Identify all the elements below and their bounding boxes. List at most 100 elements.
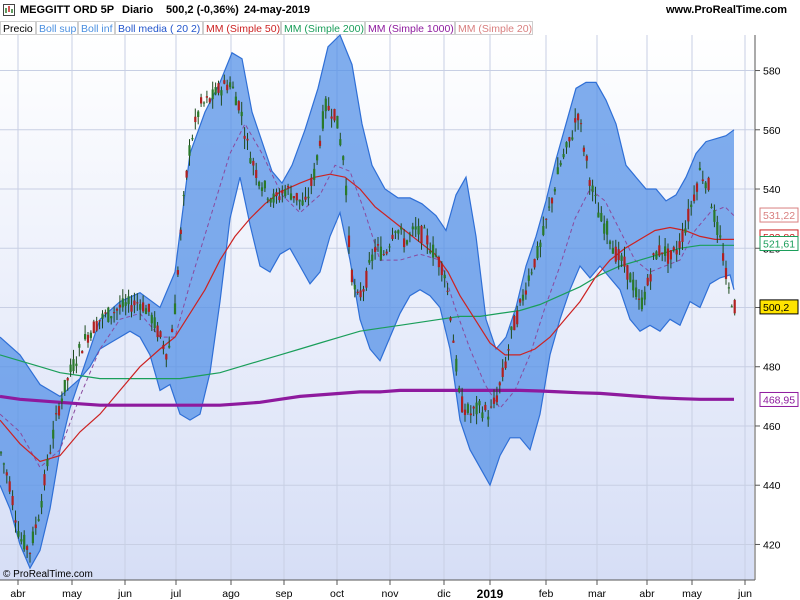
candle-body	[646, 277, 649, 286]
candle-body	[313, 168, 316, 180]
candle-body	[385, 251, 388, 254]
legend-sma50[interactable]: MM (Simple 50)	[203, 21, 281, 35]
candle-body	[553, 189, 556, 192]
candle-body	[182, 194, 185, 197]
value-tag-box	[759, 207, 799, 223]
candle-body	[26, 546, 29, 550]
legend-sma1000[interactable]: MM (Simple 1000)	[365, 21, 455, 35]
candle-body	[452, 340, 455, 343]
candle-body	[440, 263, 443, 276]
candle-body	[504, 361, 507, 369]
candle-body	[713, 209, 716, 222]
candle-body	[617, 249, 620, 261]
instrument-name: MEGGITT ORD 5P	[20, 4, 115, 16]
candle-body	[84, 334, 87, 340]
candle-body	[336, 115, 339, 129]
candle-body	[432, 244, 435, 258]
candle-body	[414, 226, 417, 230]
candle-body	[130, 305, 133, 312]
candle-body	[11, 496, 14, 506]
candle-body	[368, 259, 371, 263]
x-tick-label: ago	[222, 588, 240, 600]
candle-body	[133, 300, 136, 306]
site-name: www.ProRealTime.com	[666, 4, 788, 16]
value-tag-box	[759, 391, 799, 407]
candle-body	[278, 196, 281, 201]
candle-body	[165, 354, 168, 360]
watermark: © ProRealTime.com	[3, 569, 93, 580]
candle-body	[533, 258, 536, 268]
candle-body	[101, 313, 104, 319]
candle-body	[391, 234, 394, 239]
legend-boll-inf[interactable]: Boll inf	[78, 21, 115, 35]
candle-body	[260, 187, 264, 191]
value-tag-box	[759, 299, 799, 315]
candle-body	[136, 302, 139, 304]
candle-body	[115, 308, 119, 311]
x-tick-label: nov	[382, 588, 400, 600]
candle-body	[237, 101, 240, 111]
candle-body	[403, 238, 406, 248]
candle-body	[524, 290, 527, 295]
candle-body	[608, 241, 612, 245]
candle-body	[478, 400, 481, 406]
candle-body	[388, 246, 391, 248]
candle-body	[28, 553, 32, 555]
candle-body	[458, 387, 461, 392]
value-tag-label: 521,61	[763, 238, 795, 250]
candle-body	[318, 140, 322, 146]
candle-body	[159, 331, 162, 338]
candle-body	[588, 180, 591, 186]
legend-boll-media[interactable]: Boll media ( 20 2)	[115, 21, 203, 35]
candle-body	[37, 519, 40, 521]
candle-body	[63, 379, 66, 393]
sma50-line	[0, 173, 734, 463]
candle-body	[57, 406, 61, 416]
candle-body	[295, 193, 298, 201]
candle-body	[400, 227, 403, 230]
candle-body	[78, 344, 81, 348]
candle-body	[469, 413, 472, 416]
candle-body	[640, 297, 643, 310]
legend-sma200[interactable]: MM (Simple 200)	[281, 21, 365, 35]
legend-boll-sup[interactable]: Boll sup	[36, 21, 78, 35]
sma200-line	[0, 244, 734, 380]
candle-body	[49, 452, 52, 454]
candle-body	[240, 111, 243, 117]
candle-body	[550, 198, 554, 204]
candle-body	[597, 212, 600, 218]
candle-body	[226, 84, 229, 91]
candle-body	[330, 116, 333, 119]
candle-body	[591, 185, 594, 192]
candle-body	[359, 290, 362, 298]
candle-body	[693, 194, 696, 202]
candle-body	[582, 147, 585, 152]
candle-body	[519, 299, 522, 303]
candle-body	[292, 196, 295, 199]
candle-body	[652, 253, 655, 256]
x-tick-label: abr	[10, 588, 26, 600]
candle-body	[678, 241, 681, 249]
legend-sma20[interactable]: MM (Simple 20)	[455, 21, 533, 35]
candle-body	[565, 142, 568, 148]
candle-body	[86, 334, 90, 343]
candle-body	[23, 534, 26, 550]
y-tick-label: 500	[763, 303, 781, 315]
candle-body	[658, 245, 661, 256]
candle-body	[437, 256, 440, 268]
legend-price[interactable]: Precio	[0, 21, 36, 35]
candle-body	[724, 267, 728, 279]
candle-body	[310, 177, 313, 186]
candle-body	[513, 315, 516, 331]
candle-body	[185, 170, 188, 178]
y-tick-label: 560	[763, 125, 781, 137]
candle-body	[687, 208, 690, 222]
x-tick-label: may	[682, 588, 703, 600]
candle-body	[539, 242, 542, 248]
candle-body	[516, 310, 519, 325]
candle-body	[124, 302, 127, 306]
candle-body	[272, 193, 275, 203]
candle-body	[394, 231, 397, 233]
